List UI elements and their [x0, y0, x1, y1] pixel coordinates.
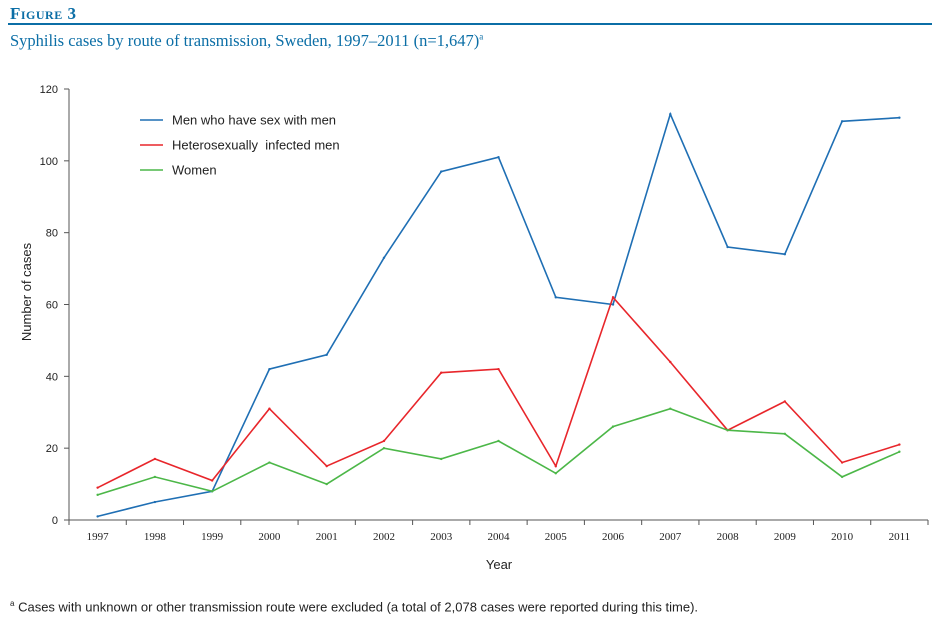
series-1-point: [611, 303, 615, 306]
series-1-point: [96, 515, 99, 518]
legend-label: Heterosexually infected men: [172, 138, 340, 153]
series-1-point: [783, 253, 787, 256]
series-3-point: [669, 407, 672, 410]
series-1-point: [325, 353, 328, 356]
series-1-point: [726, 245, 729, 249]
series-3-point: [382, 446, 386, 450]
series-2-point: [497, 367, 500, 371]
x-tick-label: 2005: [545, 531, 568, 543]
x-tick-label: 2002: [373, 531, 395, 543]
series-3-point: [440, 457, 443, 461]
subtitle-footnote-marker: a: [479, 31, 484, 42]
series-3-point: [497, 439, 500, 443]
series-3-point: [554, 472, 557, 475]
series-3-point: [325, 482, 328, 486]
series-2-point: [210, 479, 214, 482]
series-2-point: [554, 464, 557, 468]
series-lines: [96, 111, 901, 518]
y-tick-label: 80: [46, 228, 58, 240]
y-tick-label: 20: [46, 443, 58, 455]
legend: Men who have sex with men Heterosexually …: [140, 113, 340, 178]
series-2-point: [898, 443, 901, 446]
series-1-point: [440, 170, 443, 173]
y-axis-label: Number of cases: [19, 242, 34, 341]
series-3-point: [898, 450, 901, 453]
figure-label: Figure 3: [10, 4, 77, 23]
series-3-point: [268, 461, 271, 464]
series-1-point: [554, 296, 557, 299]
x-tick-label: 2010: [831, 531, 854, 543]
series-3-point: [726, 429, 729, 432]
legend-label: Women: [172, 163, 217, 178]
footnote-marker: a: [10, 599, 15, 608]
series-line-1: [97, 111, 900, 518]
series-2-point: [669, 360, 672, 364]
y-tick-label: 40: [46, 371, 58, 383]
line-chart: 0 20 40 60 80 100 120 1997 1998 1999 2000 2001 2002 2…: [19, 84, 929, 572]
x-tick-label: 2006: [602, 531, 625, 543]
series-2-point: [268, 407, 271, 410]
title-rule: [8, 23, 932, 25]
subtitle-text: Syphilis cases by route of transmission,…: [10, 31, 480, 50]
x-tick-label: 1997: [87, 531, 110, 543]
series-2-point: [440, 371, 443, 374]
series-3-point: [783, 432, 787, 435]
y-tick-label: 120: [40, 84, 58, 96]
x-tick-label: 2009: [774, 531, 797, 543]
x-tick-label: 2007: [659, 531, 682, 543]
series-2-point: [611, 296, 615, 299]
series-2-point: [783, 400, 787, 403]
y-tick-label: 100: [40, 156, 58, 168]
legend-label: Men who have sex with men: [172, 113, 336, 128]
x-tick-label: 1998: [144, 531, 167, 543]
footnote: a Cases with unknown or other transmissi…: [10, 599, 698, 614]
y-tick-label: 0: [52, 515, 58, 527]
series-1-point: [898, 116, 901, 119]
x-tick-label: 2003: [430, 531, 453, 543]
x-tick-label: 2000: [258, 531, 281, 543]
x-tick-label: 2008: [717, 531, 740, 543]
series-1-point: [382, 256, 386, 260]
series-1-point: [497, 156, 500, 159]
series-line-2: [97, 295, 900, 489]
footnote-text: Cases with unknown or other transmission…: [18, 599, 699, 615]
series-3-point: [611, 425, 615, 428]
series-1-point: [268, 367, 271, 371]
series-1-point: [669, 112, 672, 116]
chart-subtitle: Syphilis cases by route of transmission,…: [10, 31, 483, 51]
series-3-point: [840, 475, 844, 479]
x-axis-label: Year: [486, 557, 513, 572]
series-3-point: [96, 493, 99, 497]
series-2-point: [96, 486, 99, 489]
x-tick-label: 2011: [889, 531, 911, 543]
x-tick-label: 1999: [201, 531, 224, 543]
x-tick-label: 2004: [488, 531, 511, 543]
series-2-point: [153, 457, 157, 461]
x-tick-label: 2001: [316, 531, 338, 543]
series-line-3: [97, 407, 900, 496]
series-2-point: [382, 439, 386, 443]
axes: 0 20 40 60 80 100 120 1997 1998 1999 2000 2001 2002 2…: [40, 84, 929, 543]
series-1-point: [840, 120, 844, 123]
series-2-point: [840, 461, 844, 464]
series-1-point: [153, 500, 157, 504]
series-3-point: [210, 490, 214, 493]
series-3-point: [153, 475, 157, 479]
series-2-point: [325, 464, 328, 468]
y-tick-label: 60: [46, 300, 58, 312]
